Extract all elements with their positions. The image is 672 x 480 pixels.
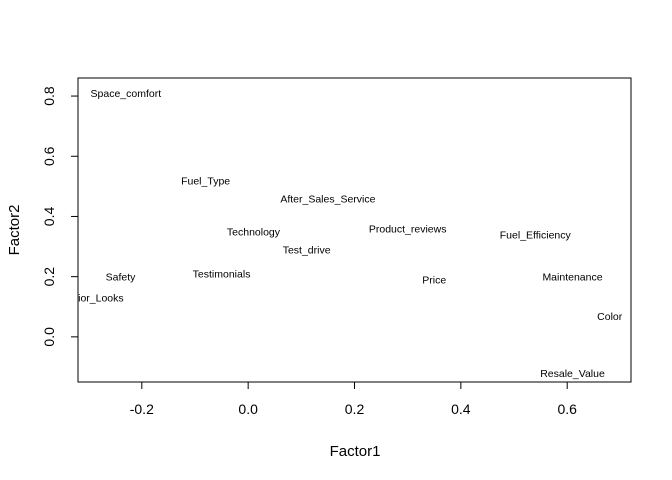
point-label: Resale_Value [540,368,605,380]
y-tick-label: 0.4 [41,207,57,227]
point-label: Testimonials [193,269,251,281]
x-axis-title: Factor1 [330,443,381,460]
point-label: Safety [106,272,137,284]
point-label: Test_drive [283,245,331,257]
point-labels: Space_comfort Fuel_Type After_Sales_Servic… [54,88,623,380]
x-tick-label: -0.2 [130,401,154,417]
point-label: Exterior_Looks [54,293,124,305]
point-label: Price [422,275,446,287]
y-tick-label: 0.6 [41,146,57,166]
y-axis-title: Factor2 [6,205,23,256]
point-label: Technology [227,227,281,239]
point-label: Color [597,311,623,323]
y-tick-label: 0.2 [41,267,57,287]
y-axis: 0.0 0.2 0.4 0.6 0.8 [41,86,79,347]
x-tick-label: 0.0 [238,401,258,417]
x-tick-label: 0.2 [345,401,365,417]
y-tick-label: 0.0 [41,327,57,347]
point-label: Product_reviews [369,223,447,235]
point-label: After_Sales_Service [280,193,375,205]
x-tick-label: 0.6 [557,401,577,417]
y-tick-label: 0.8 [41,86,57,106]
point-label: Fuel_Efficiency [500,230,572,242]
x-axis: -0.2 0.0 0.2 0.4 0.6 [130,381,577,417]
point-label: Maintenance [542,272,602,284]
x-tick-label: 0.4 [451,401,471,417]
point-label: Fuel_Type [181,175,230,187]
point-label: Space_comfort [91,88,162,100]
